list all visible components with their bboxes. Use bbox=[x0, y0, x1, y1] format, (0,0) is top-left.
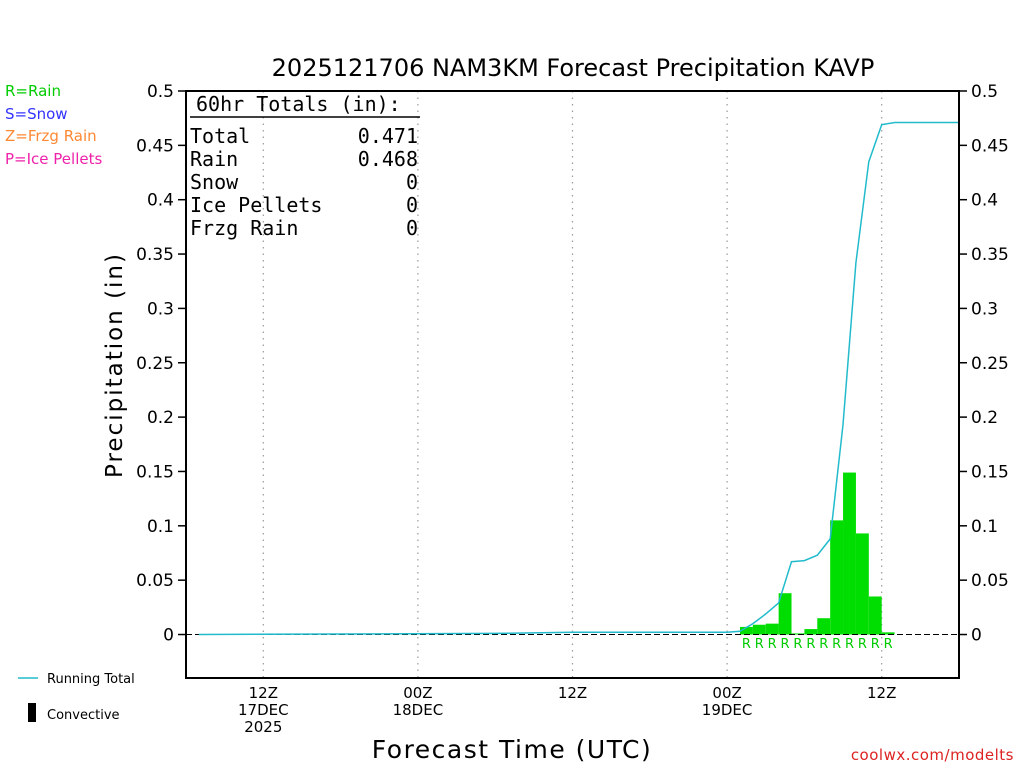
totals-row-label: Ice Pellets bbox=[190, 193, 322, 217]
y-tick-label: 0 bbox=[163, 626, 174, 646]
x-tick-label: 12Z bbox=[867, 684, 896, 702]
y-tick-label: 0.5 bbox=[971, 82, 998, 102]
y-tick-label: 0.05 bbox=[971, 571, 1009, 591]
y-tick-label: 0.4 bbox=[147, 191, 174, 211]
ptype-marker-rain: R bbox=[858, 637, 867, 652]
bottom-legend: Running Total Convective bbox=[18, 672, 135, 723]
rain-bar bbox=[843, 472, 856, 635]
rain-bar bbox=[765, 623, 779, 635]
totals-row-value: 0 bbox=[406, 193, 418, 217]
rain-bar bbox=[817, 618, 831, 635]
legend-rain: R=Rain bbox=[5, 82, 61, 100]
y-tick-label: 0.3 bbox=[147, 299, 174, 319]
chart-title: 2025121706 NAM3KM Forecast Precipitation… bbox=[272, 54, 875, 82]
y-axis-right: 0.5 0.45 0.4 0.35 0.3 0.25 0.2 0.15 0.1 0.05 0 bbox=[959, 82, 1009, 646]
ptype-marker-rain: R bbox=[755, 637, 764, 652]
y-tick-label: 0.35 bbox=[136, 245, 174, 265]
x-axis-title: Forecast Time (UTC) bbox=[372, 735, 652, 764]
y-tick-label: 0.35 bbox=[971, 245, 1009, 265]
y-axis-title: Precipitation (in) bbox=[102, 252, 128, 478]
totals-row-label: Frzg Rain bbox=[190, 216, 298, 240]
totals-box: 60hr Totals (in): Total 0.471 Rain 0.468 Sno… bbox=[190, 92, 420, 240]
x-tick-label: 19DEC bbox=[702, 701, 753, 719]
y-tick-label: 0.2 bbox=[971, 408, 998, 428]
y-tick-label: 0.2 bbox=[147, 408, 174, 428]
rain-bars bbox=[739, 472, 895, 635]
x-tick-label: 2025 bbox=[244, 718, 282, 736]
rain-bar bbox=[752, 624, 766, 635]
rain-bar bbox=[868, 596, 882, 635]
y-tick-label: 0.3 bbox=[971, 299, 998, 319]
x-tick-label: 12Z bbox=[558, 684, 587, 702]
running-total-line bbox=[198, 121, 959, 636]
ptype-marker-rain: R bbox=[806, 637, 815, 652]
rain-bar bbox=[804, 629, 818, 635]
totals-row-label: Total bbox=[190, 124, 250, 148]
site-credit: coolwx.com/modelts bbox=[851, 746, 1014, 764]
rain-bar bbox=[855, 533, 869, 635]
rain-bar bbox=[739, 626, 753, 635]
x-tick-label: 00Z bbox=[403, 684, 432, 702]
ptype-marker-rain: R bbox=[768, 637, 777, 652]
plot-frame bbox=[185, 90, 960, 679]
totals-heading: 60hr Totals (in): bbox=[196, 92, 401, 116]
y-tick-label: 0.25 bbox=[971, 354, 1009, 374]
totals-row-label: Rain bbox=[190, 147, 238, 171]
running-total-legend-label: Running Total bbox=[47, 672, 135, 687]
y-tick-label: 0.1 bbox=[971, 517, 998, 537]
x-tick-label: 12Z bbox=[249, 684, 278, 702]
ptype-marker-rain: R bbox=[781, 637, 790, 652]
rain-bar bbox=[778, 593, 792, 635]
y-tick-label: 0.05 bbox=[136, 571, 174, 591]
totals-row-value: 0 bbox=[406, 216, 418, 240]
x-tick-label: 17DEC bbox=[238, 701, 289, 719]
legend-snow: S=Snow bbox=[5, 105, 68, 123]
ptype-marker-rain: R bbox=[819, 637, 828, 652]
y-tick-label: 0.15 bbox=[971, 462, 1009, 482]
x-tick-label: 00Z bbox=[712, 684, 741, 702]
y-tick-label: 0 bbox=[971, 626, 982, 646]
rain-bar bbox=[881, 632, 895, 635]
ptype-marker-rain: R bbox=[884, 637, 893, 652]
ptype-marker-rain: R bbox=[845, 637, 854, 652]
ptype-marker-rain: R bbox=[742, 637, 751, 652]
ptype-marker-rain: R bbox=[832, 637, 841, 652]
y-tick-label: 0.25 bbox=[136, 354, 174, 374]
ptype-marker-rain: R bbox=[793, 637, 802, 652]
y-tick-label: 0.1 bbox=[147, 517, 174, 537]
ptype-legend: R=Rain S=Snow Z=Frzg Rain P=Ice Pellets bbox=[5, 82, 102, 168]
ptype-marker-rain: R bbox=[871, 637, 880, 652]
vertical-grid bbox=[262, 91, 883, 678]
y-tick-label: 0.5 bbox=[147, 82, 174, 102]
convective-legend-swatch bbox=[28, 703, 36, 722]
totals-row-label: Snow bbox=[190, 170, 239, 194]
legend-frzg-rain: Z=Frzg Rain bbox=[5, 127, 97, 145]
convective-legend-label: Convective bbox=[47, 708, 120, 723]
y-tick-label: 0.45 bbox=[136, 136, 174, 156]
totals-row-value: 0.471 bbox=[358, 124, 418, 148]
totals-row-value: 0 bbox=[406, 170, 418, 194]
legend-ice-pellets: P=Ice Pellets bbox=[5, 150, 102, 168]
y-tick-label: 0.45 bbox=[971, 136, 1009, 156]
totals-row-value: 0.468 bbox=[358, 147, 418, 171]
y-axis-left: 0.5 0.45 0.4 0.35 0.3 0.25 0.2 0.15 0.1 0.05 0 bbox=[136, 82, 186, 646]
rain-bar bbox=[830, 520, 844, 635]
y-tick-label: 0.4 bbox=[971, 191, 998, 211]
x-tick-label: 18DEC bbox=[393, 701, 444, 719]
y-tick-label: 0.15 bbox=[136, 462, 174, 482]
rain-bar bbox=[791, 633, 805, 635]
